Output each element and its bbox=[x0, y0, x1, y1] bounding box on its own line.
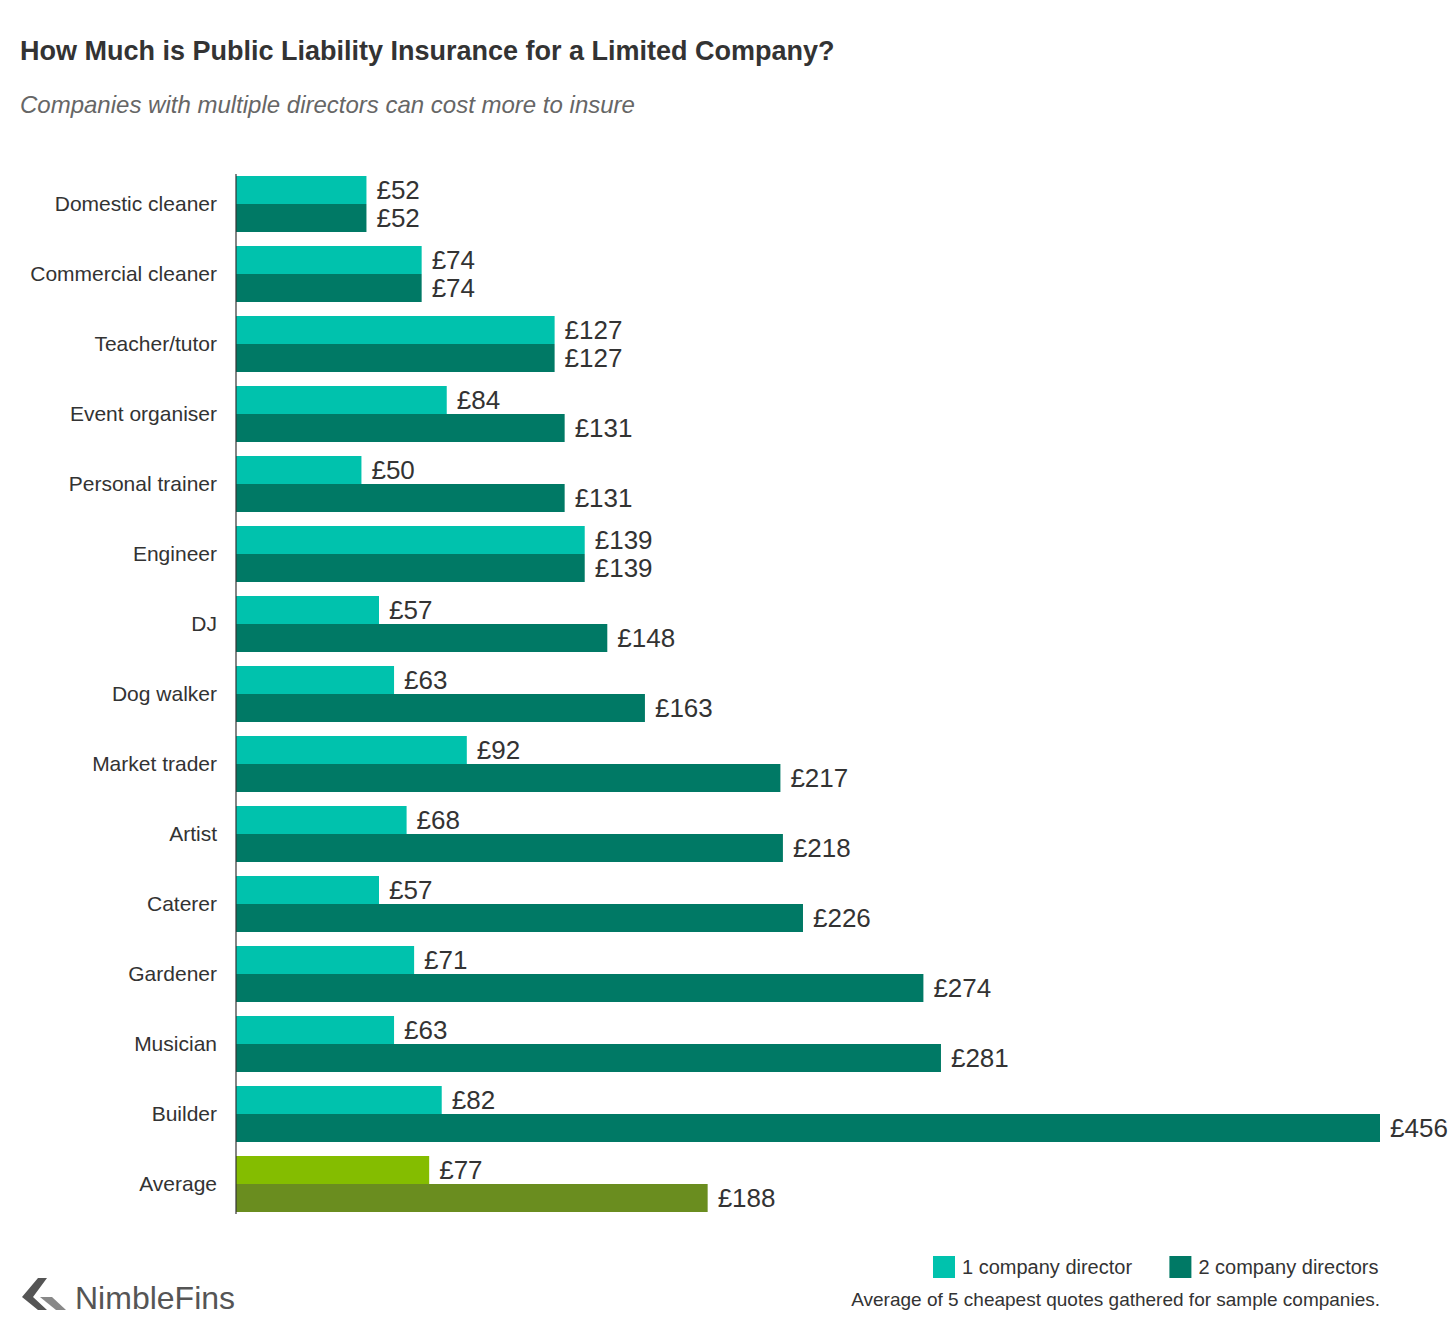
bar bbox=[236, 526, 585, 554]
bar bbox=[236, 1114, 1380, 1142]
data-label: £226 bbox=[813, 903, 871, 933]
data-label: £52 bbox=[376, 203, 419, 233]
data-label: £218 bbox=[793, 833, 851, 863]
legend-swatch bbox=[1169, 1256, 1191, 1278]
data-label: £74 bbox=[432, 245, 475, 275]
bar bbox=[236, 876, 379, 904]
data-label: £163 bbox=[655, 693, 713, 723]
legend-label: 1 company director bbox=[962, 1256, 1132, 1278]
data-label: £63 bbox=[404, 1015, 447, 1045]
bar bbox=[236, 1016, 394, 1044]
title: How Much is Public Liability Insurance f… bbox=[20, 36, 835, 66]
category-label: Commercial cleaner bbox=[30, 262, 217, 285]
bar bbox=[236, 834, 783, 862]
logo: NimbleFins bbox=[22, 1278, 235, 1316]
bar bbox=[236, 1156, 429, 1184]
data-label: £50 bbox=[371, 455, 414, 485]
data-label: £131 bbox=[575, 483, 633, 513]
data-label: £148 bbox=[617, 623, 675, 653]
category-label: Musician bbox=[134, 1032, 217, 1055]
data-label: £456 bbox=[1390, 1113, 1448, 1143]
bar bbox=[236, 344, 555, 372]
bar bbox=[236, 386, 447, 414]
data-label: £281 bbox=[951, 1043, 1009, 1073]
data-label: £217 bbox=[790, 763, 848, 793]
labels: Domestic cleaner £52£52 Commercial cleaner… bbox=[30, 175, 1448, 1213]
bar bbox=[236, 666, 394, 694]
bar bbox=[236, 176, 366, 204]
category-label: Caterer bbox=[147, 892, 217, 915]
data-label: £82 bbox=[452, 1085, 495, 1115]
data-label: £127 bbox=[565, 343, 623, 373]
category-label: Teacher/tutor bbox=[94, 332, 217, 355]
legend-swatch bbox=[933, 1256, 955, 1278]
bar bbox=[236, 974, 923, 1002]
data-label: £68 bbox=[417, 805, 460, 835]
bar bbox=[236, 274, 422, 302]
bar bbox=[236, 554, 585, 582]
bar bbox=[236, 1184, 708, 1212]
category-label: Gardener bbox=[128, 962, 217, 985]
category-label: DJ bbox=[191, 612, 217, 635]
bar bbox=[236, 624, 607, 652]
bar bbox=[236, 484, 565, 512]
bar bbox=[236, 946, 414, 974]
bar bbox=[236, 806, 407, 834]
data-label: £74 bbox=[432, 273, 475, 303]
data-label: £188 bbox=[718, 1183, 776, 1213]
data-label: £57 bbox=[389, 875, 432, 905]
bar bbox=[236, 904, 803, 932]
data-label: £131 bbox=[575, 413, 633, 443]
category-label: Personal trainer bbox=[69, 472, 217, 495]
bar bbox=[236, 456, 361, 484]
data-label: £84 bbox=[457, 385, 500, 415]
bar bbox=[236, 316, 555, 344]
chart: How Much is Public Liability Insurance f… bbox=[0, 0, 1452, 1340]
category-label: Event organiser bbox=[70, 402, 217, 425]
bar bbox=[236, 764, 780, 792]
logo-icon bbox=[22, 1278, 47, 1310]
bar bbox=[236, 414, 565, 442]
category-label: Builder bbox=[152, 1102, 217, 1125]
bar bbox=[236, 1086, 442, 1114]
data-label: £77 bbox=[439, 1155, 482, 1185]
bar bbox=[236, 204, 366, 232]
category-label: Market trader bbox=[92, 752, 217, 775]
data-label: £92 bbox=[477, 735, 520, 765]
category-label: Dog walker bbox=[112, 682, 217, 705]
bar bbox=[236, 736, 467, 764]
data-label: £139 bbox=[595, 525, 653, 555]
bar bbox=[236, 694, 645, 722]
legend: 1 company director 2 company directors bbox=[933, 1256, 1378, 1278]
data-label: £274 bbox=[933, 973, 991, 1003]
data-label: £127 bbox=[565, 315, 623, 345]
bar bbox=[236, 246, 422, 274]
category-label: Engineer bbox=[133, 542, 217, 565]
category-label: Average bbox=[139, 1172, 217, 1195]
logo-icon bbox=[40, 1297, 66, 1310]
bar bbox=[236, 596, 379, 624]
category-label: Artist bbox=[169, 822, 217, 845]
axis-line bbox=[235, 174, 236, 1214]
data-label: £63 bbox=[404, 665, 447, 695]
bar bbox=[236, 1044, 941, 1072]
data-label: £57 bbox=[389, 595, 432, 625]
data-label: £139 bbox=[595, 553, 653, 583]
data-label: £71 bbox=[424, 945, 467, 975]
legend-label: 2 company directors bbox=[1198, 1256, 1378, 1278]
subtitle: Companies with multiple directors can co… bbox=[20, 91, 635, 118]
category-label: Domestic cleaner bbox=[55, 192, 217, 215]
data-label: £52 bbox=[376, 175, 419, 205]
note: Average of 5 cheapest quotes gathered fo… bbox=[851, 1289, 1380, 1310]
bars bbox=[236, 176, 1380, 1212]
source: NimbleFins bbox=[75, 1280, 235, 1316]
